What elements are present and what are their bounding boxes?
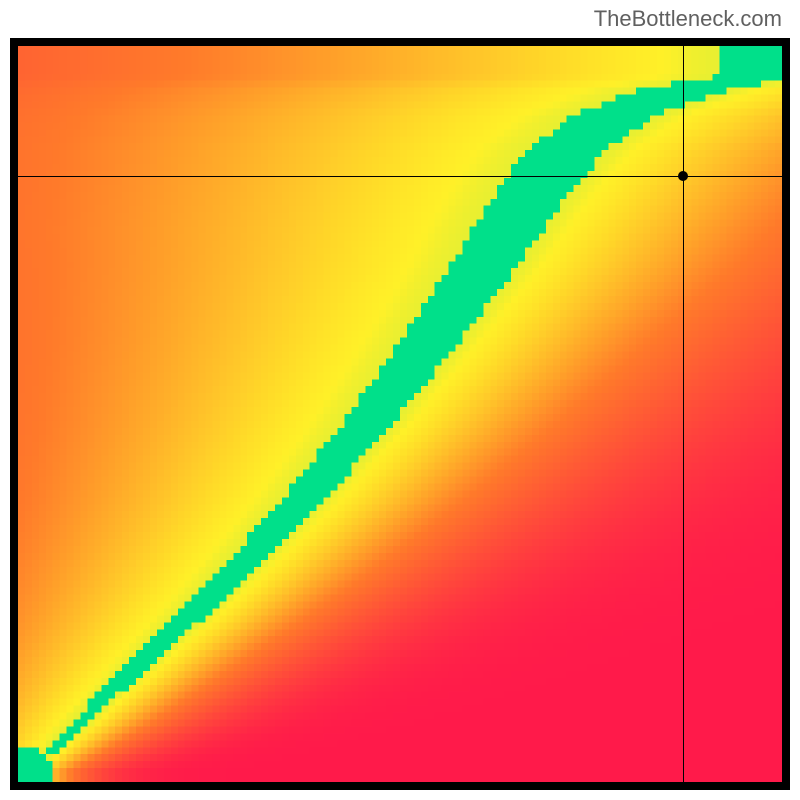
heatmap-plot <box>18 46 782 782</box>
crosshair-horizontal <box>18 176 782 177</box>
chart-frame <box>10 38 790 790</box>
watermark-text: TheBottleneck.com <box>594 6 782 32</box>
heatmap-svg <box>18 46 782 782</box>
crosshair-vertical <box>683 46 684 782</box>
selection-marker <box>678 171 688 181</box>
